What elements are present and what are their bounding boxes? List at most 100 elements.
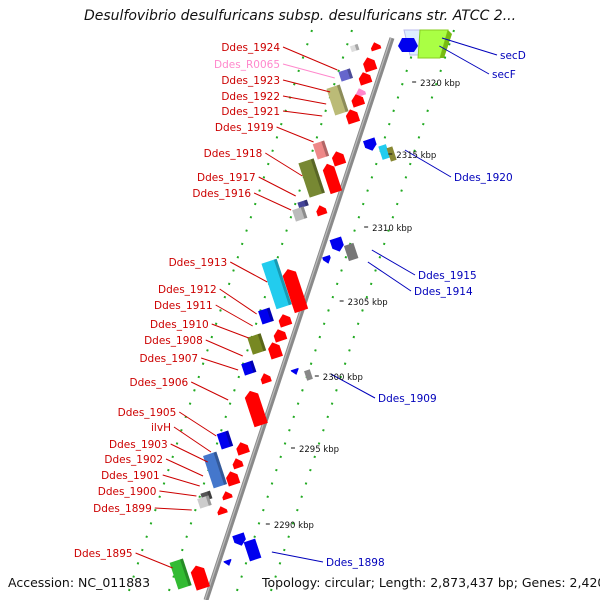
gene-box-left-7[interactable] bbox=[261, 258, 292, 310]
gene-left-2[interactable] bbox=[357, 70, 373, 86]
gene-label-ddes_1907[interactable]: Ddes_1907 bbox=[139, 353, 198, 365]
gene-label-ddes_1906[interactable]: Ddes_1906 bbox=[130, 377, 189, 389]
gene-right-1914[interactable] bbox=[322, 254, 332, 265]
gene-left-7[interactable] bbox=[321, 162, 343, 195]
gene-left-0[interactable] bbox=[369, 41, 382, 52]
gene-label-ddes_1899[interactable]: Ddes_1899 bbox=[93, 503, 152, 515]
gene-left-11[interactable] bbox=[272, 327, 288, 343]
gene-left-5[interactable] bbox=[344, 107, 361, 125]
gene-box-left-8[interactable] bbox=[258, 307, 274, 325]
gene-left-9[interactable] bbox=[281, 267, 309, 314]
gene-label-ddes_1922[interactable]: Ddes_1922 bbox=[221, 91, 280, 103]
gene-blue-top[interactable] bbox=[398, 38, 418, 52]
gene-left-3[interactable] bbox=[354, 87, 367, 98]
gene-label-secd[interactable]: secD bbox=[500, 50, 526, 62]
gene-label-ddes_1910[interactable]: Ddes_1910 bbox=[150, 319, 209, 331]
gene-right-1920a[interactable] bbox=[363, 137, 378, 152]
gene-label-secf[interactable]: secF bbox=[492, 69, 516, 81]
gene-label-ddes_1898[interactable]: Ddes_1898 bbox=[326, 557, 385, 569]
gene-label-ilvh[interactable]: ilvH bbox=[151, 422, 171, 434]
gene-left-18[interactable] bbox=[221, 490, 233, 501]
gene-label-ddes_1917[interactable]: Ddes_1917 bbox=[197, 172, 256, 184]
gene-left-19[interactable] bbox=[216, 505, 228, 516]
gene-box-left-5[interactable] bbox=[297, 199, 309, 209]
gene-left-10[interactable] bbox=[277, 312, 293, 328]
gene-right-1915[interactable] bbox=[329, 236, 346, 253]
connector-16 bbox=[179, 411, 217, 437]
gene-right-1898c[interactable] bbox=[223, 558, 233, 567]
gene-left-13[interactable] bbox=[259, 372, 272, 385]
gene-box-left-14[interactable] bbox=[197, 495, 212, 509]
gene-box-left-10[interactable] bbox=[241, 360, 257, 376]
gene-label-ddes_1921[interactable]: Ddes_1921 bbox=[221, 106, 280, 118]
gene-left-4[interactable] bbox=[350, 92, 366, 108]
gene-right-1920b-shape bbox=[378, 144, 391, 160]
gene-left-16-shape bbox=[232, 458, 244, 470]
gene-label-ddes_1914[interactable]: Ddes_1914 bbox=[414, 286, 473, 298]
gene-left-16[interactable] bbox=[231, 457, 244, 470]
gene-right-1898b[interactable] bbox=[243, 538, 262, 562]
gene-label-ddes_1909[interactable]: Ddes_1909 bbox=[378, 393, 437, 405]
gene-box-left-1[interactable] bbox=[338, 68, 354, 82]
connector-20 bbox=[162, 474, 200, 487]
gene-label-ddes_1895[interactable]: Ddes_1895 bbox=[74, 548, 133, 560]
scale-label-0: 2320 kbp bbox=[420, 79, 460, 89]
gene-label-ddes_1916[interactable]: Ddes_1916 bbox=[192, 188, 251, 200]
gene-left-15[interactable] bbox=[235, 440, 250, 456]
gene-label-ddes_1901[interactable]: Ddes_1901 bbox=[101, 470, 160, 482]
gene-box-left-4-shape bbox=[298, 158, 325, 198]
gene-label-ddes_1905[interactable]: Ddes_1905 bbox=[118, 407, 177, 419]
gene-right-1898b-shape bbox=[243, 538, 262, 562]
gene-box-left-11[interactable] bbox=[216, 430, 234, 450]
gene-label-ddes_1911[interactable]: Ddes_1911 bbox=[154, 300, 213, 312]
scale-label-3: 2305 kbp bbox=[348, 298, 388, 308]
gene-left-1[interactable] bbox=[361, 55, 378, 73]
gene-label-ddes_1924[interactable]: Ddes_1924 bbox=[221, 42, 280, 54]
gene-left-8[interactable] bbox=[315, 204, 328, 217]
gene-left-6[interactable] bbox=[330, 149, 347, 167]
gene-box-left-1-shade bbox=[347, 68, 354, 79]
gene-left-17[interactable] bbox=[224, 469, 241, 487]
gene-right-1909b[interactable] bbox=[304, 369, 313, 381]
gene-box-left-12[interactable] bbox=[203, 451, 228, 489]
scale-label-2: 2310 kbp bbox=[372, 224, 412, 234]
gene-box-left-6[interactable] bbox=[292, 206, 308, 222]
gene-label-ddes_r0065[interactable]: Ddes_R0065 bbox=[214, 59, 280, 71]
connector-10 bbox=[219, 288, 257, 315]
gene-label-ddes_1919[interactable]: Ddes_1919 bbox=[215, 122, 274, 134]
gene-left-8-shape bbox=[316, 205, 328, 217]
gene-label-ddes_1920[interactable]: Ddes_1920 bbox=[454, 172, 513, 184]
connector-19 bbox=[165, 458, 204, 477]
gene-features-right bbox=[223, 137, 397, 567]
gene-box-left-0-shape bbox=[349, 43, 360, 53]
gene-right-1898a[interactable] bbox=[232, 532, 247, 547]
gene-right-1915b[interactable] bbox=[343, 242, 359, 262]
gene-label-ddes_1913[interactable]: Ddes_1913 bbox=[169, 257, 228, 269]
track-guide-0 bbox=[125, 29, 313, 600]
gene-box-left-2[interactable] bbox=[326, 84, 349, 116]
gene-box-left-4[interactable] bbox=[298, 158, 325, 198]
gene-box-left-0[interactable] bbox=[349, 43, 360, 53]
gene-left-17-shape bbox=[226, 471, 241, 487]
gene-left-20[interactable] bbox=[189, 563, 211, 591]
gene-box-left-9[interactable] bbox=[247, 333, 267, 355]
gene-label-ddes_1918[interactable]: Ddes_1918 bbox=[204, 148, 263, 160]
gene-box-left-15[interactable] bbox=[169, 558, 192, 590]
gene-label-ddes_1912[interactable]: Ddes_1912 bbox=[158, 284, 217, 296]
gene-label-ddes_1915[interactable]: Ddes_1915 bbox=[418, 270, 477, 282]
gene-label-ddes_1908[interactable]: Ddes_1908 bbox=[144, 335, 203, 347]
gene-label-ddes_1923[interactable]: Ddes_1923 bbox=[221, 75, 280, 87]
gene-box-left-3[interactable] bbox=[312, 140, 330, 160]
gene-right-1920b[interactable] bbox=[378, 144, 391, 160]
gene-secF[interactable] bbox=[417, 29, 452, 59]
gene-label-ddes_1902[interactable]: Ddes_1902 bbox=[104, 454, 163, 466]
gene-left-10-shape bbox=[278, 314, 293, 328]
gene-left-12[interactable] bbox=[267, 341, 283, 360]
connector-r-1 bbox=[439, 45, 490, 75]
gene-right-1909[interactable] bbox=[290, 367, 300, 376]
gene-left-14[interactable] bbox=[243, 389, 268, 428]
gene-label-ddes_1900[interactable]: Ddes_1900 bbox=[98, 486, 157, 498]
gene-right-1915-shape bbox=[329, 236, 344, 252]
gene-box-left-8-shape bbox=[258, 307, 274, 325]
gene-label-ddes_1903[interactable]: Ddes_1903 bbox=[109, 439, 168, 451]
